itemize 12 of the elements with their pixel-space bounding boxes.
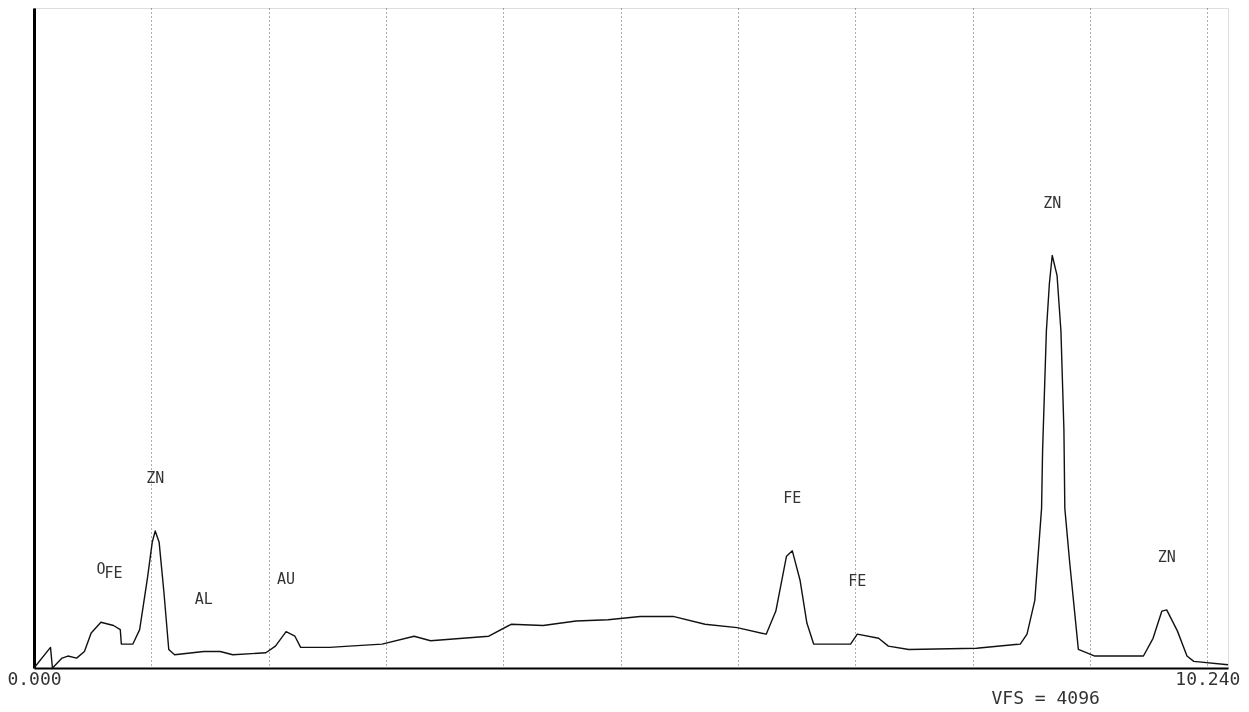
annotation: ZN: [146, 469, 165, 488]
annotation: FE: [104, 563, 123, 582]
x-tick-label: 10.240: [1175, 667, 1241, 689]
annotation: ZN: [1157, 547, 1176, 566]
text: VFS = 4096: [991, 687, 1100, 708]
annotation: O: [96, 560, 106, 579]
annotation: ZN: [1043, 193, 1062, 212]
x-tick-label: 0.000: [7, 667, 62, 689]
annotation: FE: [783, 488, 802, 507]
annotation: FE: [848, 572, 867, 591]
annotation: AU: [277, 569, 296, 588]
annotation: AL: [194, 589, 213, 608]
